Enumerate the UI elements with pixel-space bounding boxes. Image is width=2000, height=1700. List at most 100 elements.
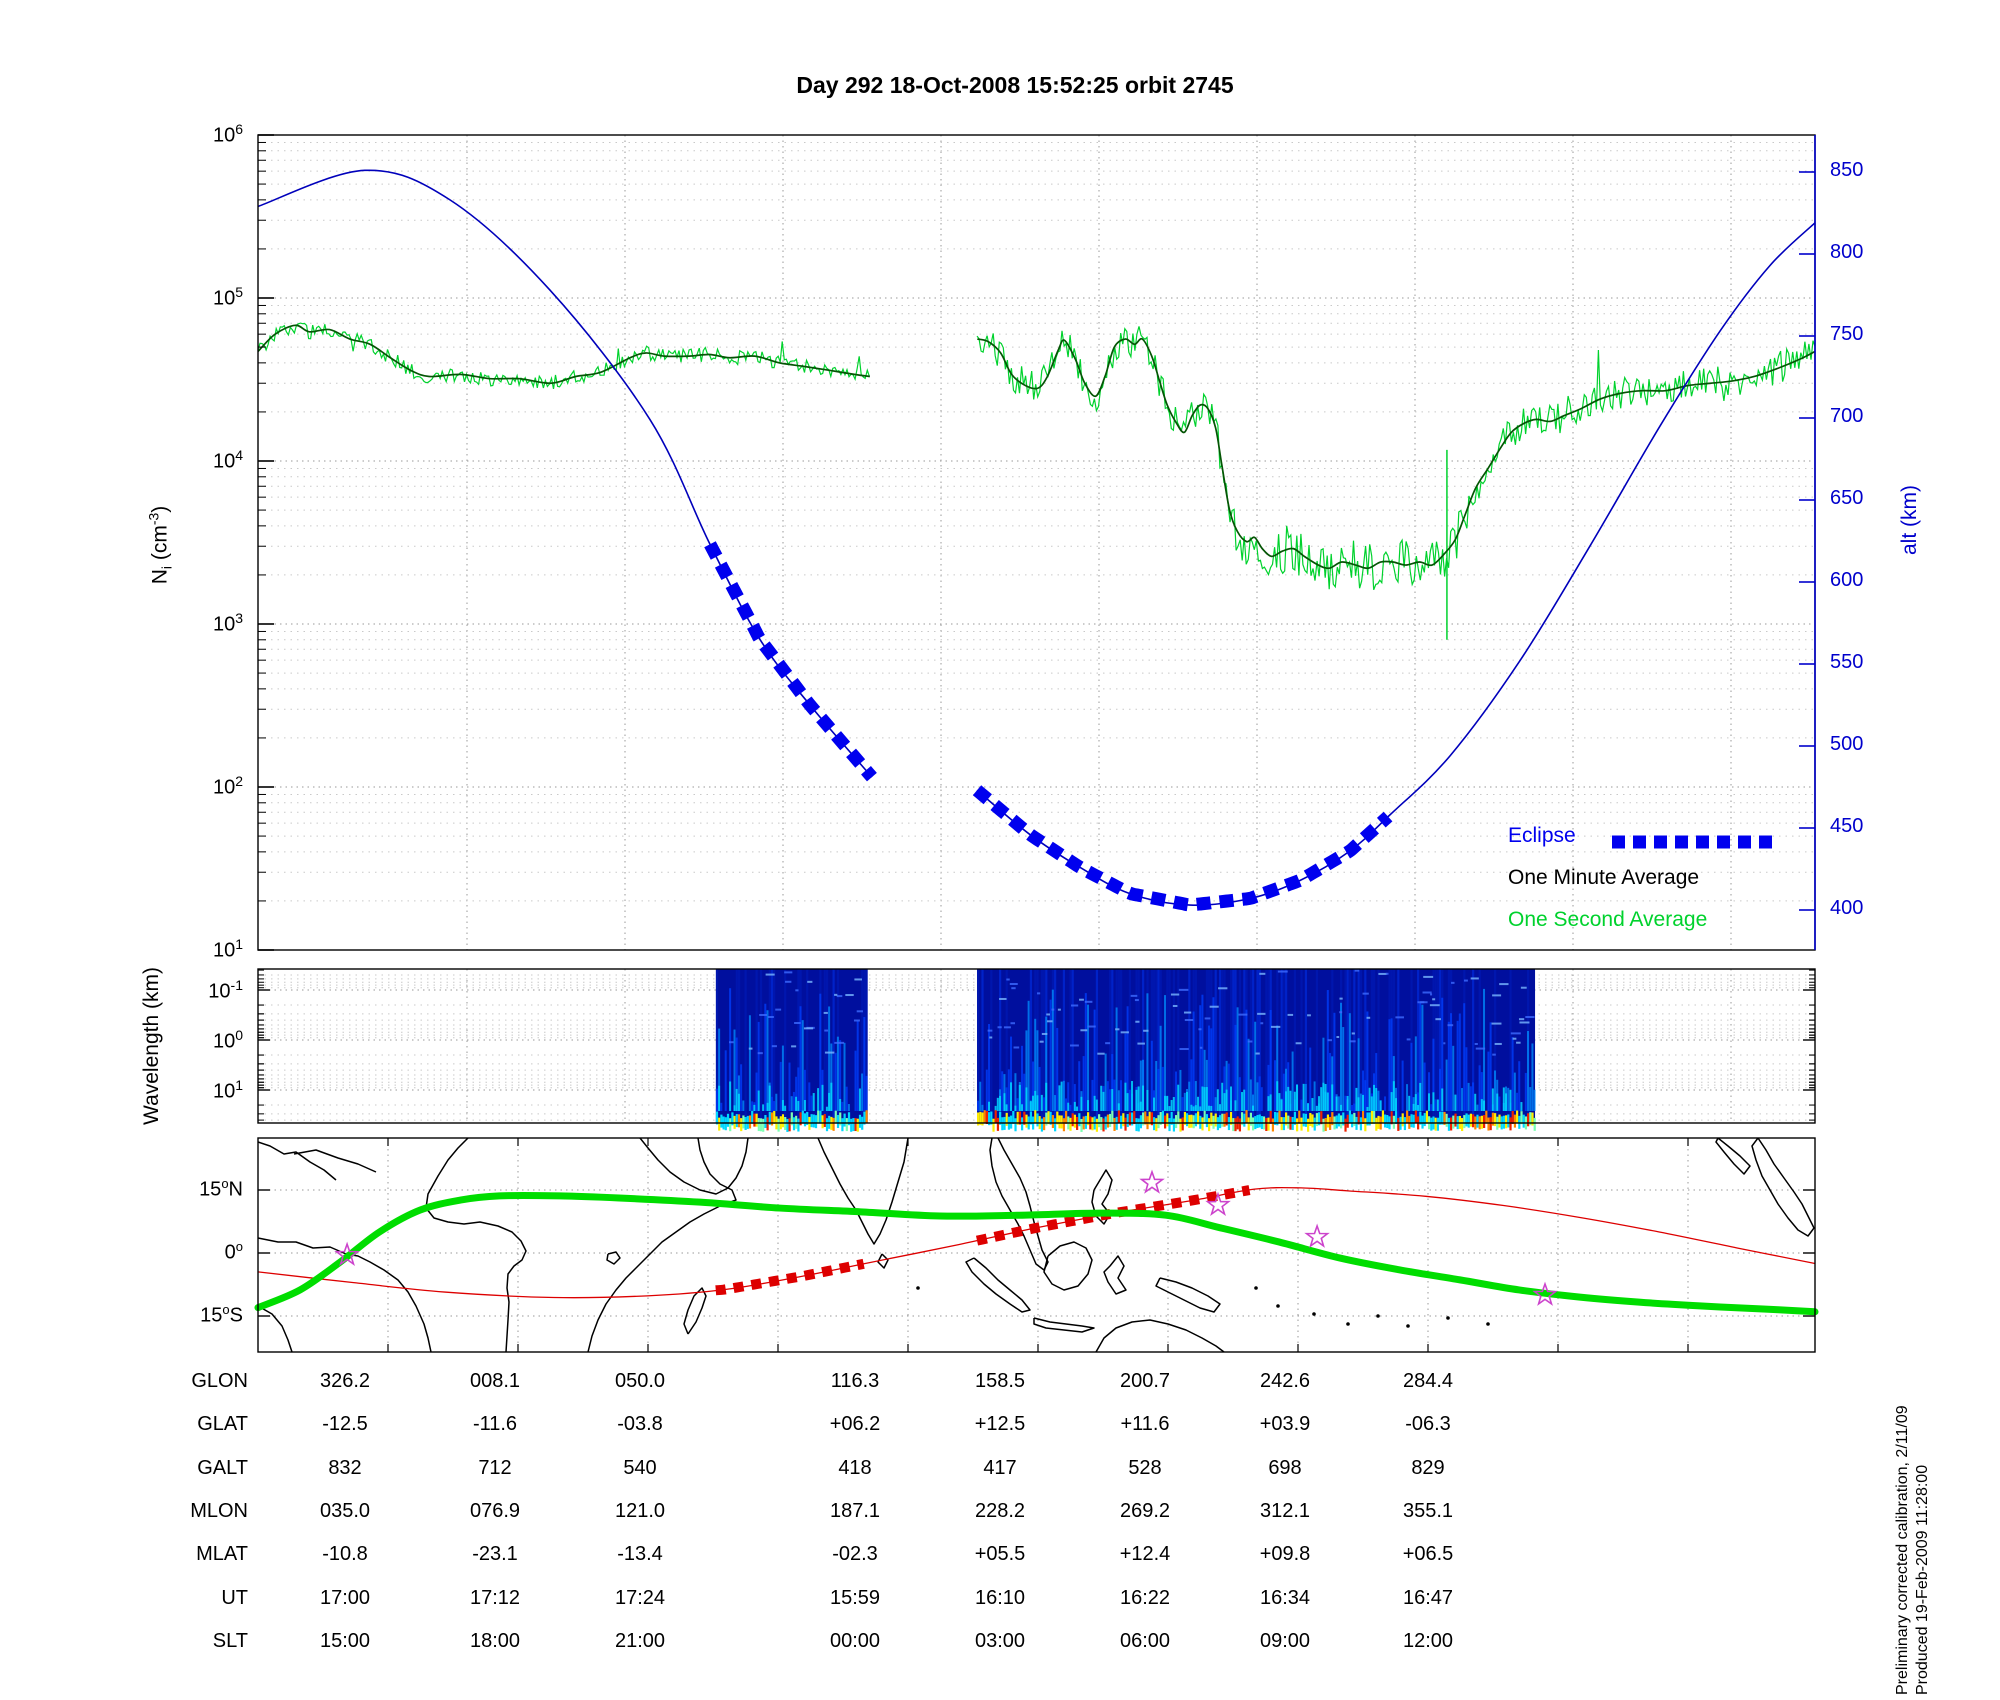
table-cell-glat-6: +03.9 bbox=[1259, 1413, 1311, 1436]
table-cell-glon-5: 200.7 bbox=[1119, 1370, 1171, 1392]
table-cell-slt-0: 15:00 bbox=[319, 1629, 371, 1652]
table-cell-glon-1: 008.1 bbox=[469, 1370, 521, 1392]
table-cell-galt-4: 417 bbox=[983, 1456, 1017, 1479]
page-title: Day 292 18-Oct-2008 15:52:25 orbit 2745 bbox=[796, 72, 1234, 98]
table-cell-glat-4: +12.5 bbox=[974, 1413, 1026, 1436]
table-cell-glat-1: -11.6 bbox=[472, 1413, 518, 1436]
altitude-tick-label: 700 bbox=[1830, 405, 1864, 427]
density-gridlines bbox=[258, 135, 1815, 951]
density-axis-label: Ni (cm-3) bbox=[145, 506, 174, 585]
table-cell-mlat-6: +09.8 bbox=[1259, 1543, 1311, 1566]
production-note: Preliminary corrected calibration, 2/11/… bbox=[1893, 1265, 1937, 1695]
table-row-label-mlat: MLAT bbox=[196, 1543, 248, 1566]
table-cell-galt-3: 418 bbox=[838, 1456, 872, 1479]
table-cell-mlon-1: 076.9 bbox=[469, 1499, 521, 1522]
density-tick-label: 105 bbox=[212, 284, 243, 310]
table-cell-mlat-5: +12.4 bbox=[1119, 1543, 1171, 1566]
table-row-label-ut: UT bbox=[221, 1586, 248, 1609]
spectrogram-data bbox=[715, 969, 1536, 1132]
table-cell-galt-2: 540 bbox=[623, 1456, 657, 1479]
map-lat-tick-label: 15oS bbox=[200, 1302, 243, 1327]
legend-one-minute-label: One Minute Average bbox=[1508, 866, 1700, 889]
table-cell-glon-4: 158.5 bbox=[974, 1370, 1026, 1392]
table-cell-mlat-3: -02.3 bbox=[832, 1543, 878, 1566]
density-axis-label-end: ) bbox=[148, 505, 172, 513]
table-row-label-glat: GLAT bbox=[197, 1413, 248, 1436]
wavelength-tick-label: 10-1 bbox=[208, 977, 243, 1003]
map-coastlines bbox=[257, 1137, 1815, 1353]
altitude-tick-label: 500 bbox=[1830, 733, 1864, 755]
table-row-label-mlon: MLON bbox=[190, 1499, 248, 1522]
table-cell-glon-2: 050.0 bbox=[614, 1370, 666, 1392]
density-axis-label-sup: -3 bbox=[145, 512, 162, 526]
table-cell-ut-1: 17:12 bbox=[469, 1586, 521, 1609]
table-cell-ut-5: 16:22 bbox=[1119, 1586, 1171, 1609]
production-note-line1: Preliminary corrected calibration, 2/11/… bbox=[1894, 1405, 1911, 1695]
density-axis-label-mid: (cm bbox=[148, 525, 172, 566]
table-cell-slt-7: 12:00 bbox=[1402, 1629, 1454, 1652]
altitude-tick-label: 750 bbox=[1830, 323, 1864, 345]
table-row-label-galt: GALT bbox=[197, 1456, 248, 1479]
density-axes bbox=[257, 134, 1816, 951]
table-cell-galt-0: 832 bbox=[328, 1456, 362, 1479]
production-note-line2: Produced 19-Feb-2009 11:28:00 bbox=[1914, 1464, 1931, 1695]
table-cell-mlon-2: 121.0 bbox=[614, 1499, 666, 1522]
altitude-tick-label: 400 bbox=[1830, 897, 1864, 919]
table-cell-slt-2: 21:00 bbox=[614, 1629, 666, 1652]
map-lat-tick-label: 15oN bbox=[199, 1176, 243, 1201]
table-cell-ut-2: 17:24 bbox=[614, 1586, 666, 1609]
table-row-label-slt: SLT bbox=[212, 1629, 248, 1652]
table-cell-glat-7: -06.3 bbox=[1405, 1413, 1451, 1436]
one-minute-average-line bbox=[257, 324, 1816, 570]
table-cell-glon-6: 242.6 bbox=[1259, 1370, 1311, 1392]
table-cell-mlon-6: 312.1 bbox=[1259, 1499, 1311, 1522]
map-eclipse-red-dashes bbox=[715, 1185, 1251, 1296]
altitude-tick-label: 450 bbox=[1830, 815, 1864, 837]
altitude-axis-label: alt (km) bbox=[1898, 485, 1921, 555]
wavelength-tick-label: 101 bbox=[212, 1077, 243, 1103]
altitude-tick-label: 600 bbox=[1830, 569, 1864, 591]
table-cell-mlon-3: 187.1 bbox=[829, 1499, 881, 1522]
table-cell-glat-0: -12.5 bbox=[322, 1413, 368, 1436]
table-cell-glat-3: +06.2 bbox=[829, 1413, 881, 1436]
table-cell-ut-6: 16:34 bbox=[1259, 1586, 1311, 1609]
table-cell-glat-2: -03.8 bbox=[617, 1413, 663, 1436]
table-cell-mlat-1: -23.1 bbox=[472, 1543, 518, 1566]
legend-one-second-label: One Second Average bbox=[1508, 908, 1708, 931]
legend-eclipse-label: Eclipse bbox=[1508, 824, 1576, 847]
table-row-label-glon: GLON bbox=[191, 1370, 248, 1392]
table-cell-mlon-7: 355.1 bbox=[1402, 1499, 1454, 1522]
altitude-tick-label: 550 bbox=[1830, 651, 1864, 673]
table-cell-slt-1: 18:00 bbox=[469, 1629, 521, 1652]
map-gridlines bbox=[258, 1138, 1815, 1352]
map-star-markers bbox=[334, 1169, 1558, 1306]
table-cell-galt-1: 712 bbox=[478, 1456, 512, 1479]
table-cell-mlon-5: 269.2 bbox=[1119, 1499, 1171, 1522]
table-cell-galt-7: 829 bbox=[1411, 1456, 1445, 1479]
map-lat-tick-label: 0o bbox=[224, 1239, 243, 1264]
table-cell-slt-4: 03:00 bbox=[974, 1629, 1026, 1652]
density-tick-label: 104 bbox=[212, 447, 243, 473]
table-cell-mlat-7: +06.5 bbox=[1402, 1543, 1454, 1566]
map-axes bbox=[257, 1137, 1816, 1353]
density-tick-label: 103 bbox=[212, 610, 243, 636]
table-cell-glat-5: +11.6 bbox=[1120, 1413, 1170, 1436]
density-tick-label: 106 bbox=[212, 121, 243, 147]
density-axis-label-base: N bbox=[148, 569, 172, 585]
table-cell-galt-6: 698 bbox=[1268, 1456, 1302, 1479]
table-cell-mlon-4: 228.2 bbox=[974, 1499, 1026, 1522]
altitude-line bbox=[257, 169, 1816, 907]
altitude-tick-label: 650 bbox=[1830, 487, 1864, 509]
table-cell-ut-0: 17:00 bbox=[319, 1586, 371, 1609]
wavelength-tick-label: 100 bbox=[212, 1027, 243, 1053]
table-cell-slt-3: 00:00 bbox=[829, 1629, 881, 1652]
density-tick-label: 102 bbox=[212, 773, 243, 799]
density-axis-label-sub: i bbox=[158, 565, 175, 570]
table-cell-mlon-0: 035.0 bbox=[319, 1499, 371, 1522]
one-second-average-line bbox=[257, 322, 1816, 640]
table-cell-slt-6: 09:00 bbox=[1259, 1629, 1311, 1652]
table-cell-mlat-2: -13.4 bbox=[617, 1543, 663, 1566]
table-cell-ut-7: 16:47 bbox=[1402, 1586, 1454, 1609]
spectrogram-axes bbox=[257, 968, 1816, 1124]
